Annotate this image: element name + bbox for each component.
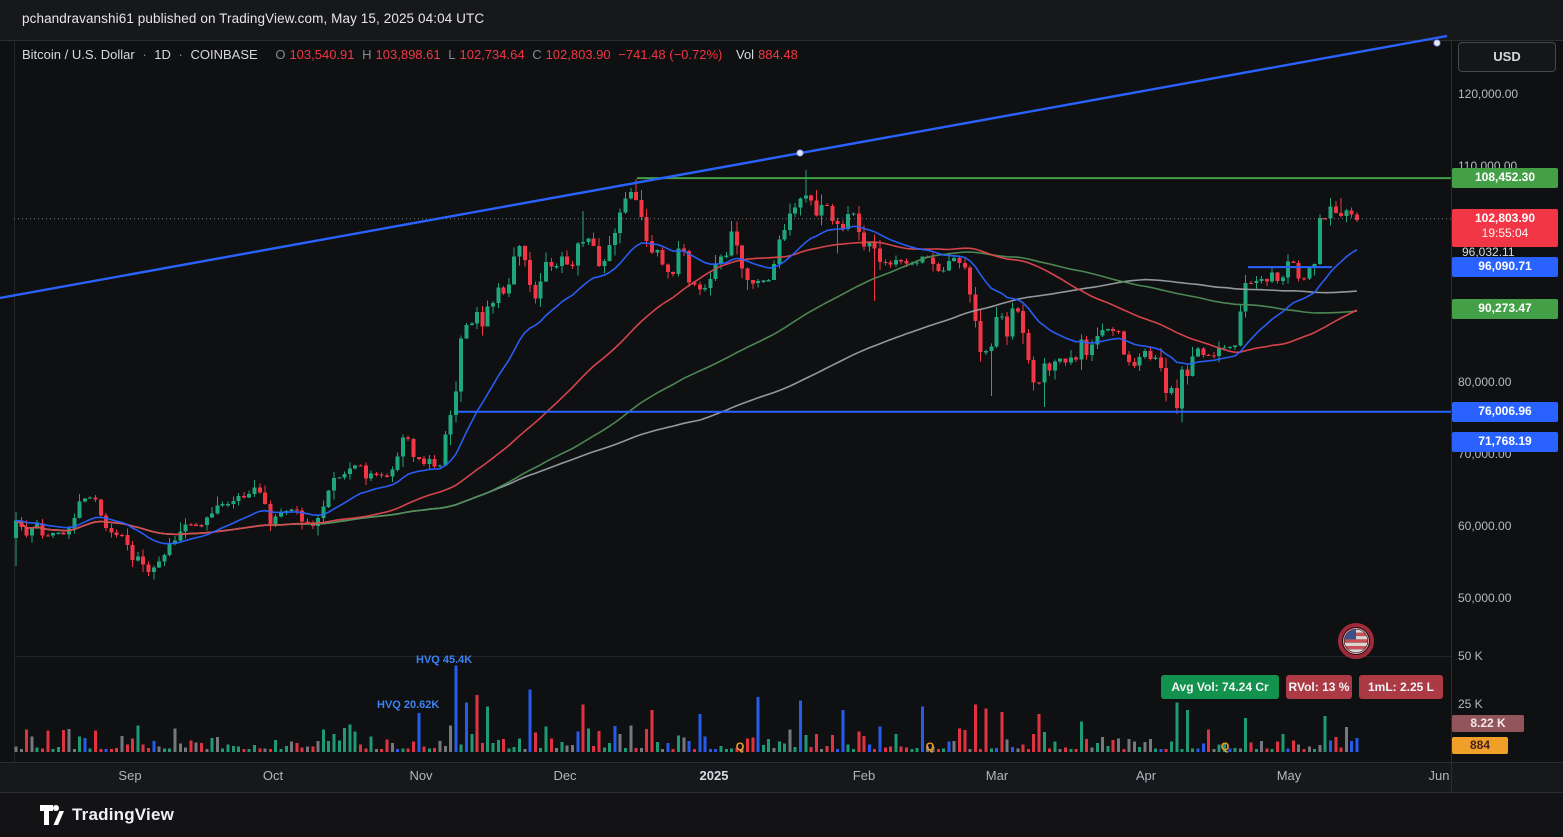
high-label: H xyxy=(362,47,372,62)
volume-bars xyxy=(14,665,1359,752)
time-axis-label[interactable]: Oct xyxy=(262,768,284,783)
exchange-label: COINBASE xyxy=(190,47,258,62)
quarter-marker: Q xyxy=(1221,741,1230,753)
ma-line-sma-90[interactable] xyxy=(15,251,1358,536)
quarter-marker: Q xyxy=(736,741,745,753)
tradingview-brand-text: TradingView xyxy=(72,805,175,824)
chart-pane-background xyxy=(0,40,1563,762)
time-axis-label[interactable]: 2025 xyxy=(699,768,729,783)
currency-usd-button[interactable]: USD xyxy=(1458,42,1556,72)
ma-line-sma-50[interactable] xyxy=(15,241,1358,536)
open-label: O xyxy=(275,47,286,62)
candlesticks xyxy=(14,169,1359,580)
change-value: −741.48 (−0.72%) xyxy=(618,47,723,62)
low-label: L xyxy=(448,47,456,62)
tradingview-logo-icon xyxy=(40,805,64,825)
footer-bar xyxy=(0,792,1563,837)
time-axis-label[interactable]: Jun xyxy=(1428,768,1450,783)
symbol-title[interactable]: Bitcoin / U.S. Dollar xyxy=(22,47,135,62)
close-label: C xyxy=(532,47,542,62)
legend-separator: · xyxy=(142,47,147,62)
volume-value: 884.48 xyxy=(758,47,798,62)
publish-text: pchandravanshi61 published on TradingVie… xyxy=(22,11,485,26)
quarter-marker: Q xyxy=(926,741,935,753)
tradingview-logo[interactable]: TradingView xyxy=(40,805,174,825)
trendline[interactable] xyxy=(0,34,1448,300)
time-axis-label[interactable]: May xyxy=(1276,768,1302,783)
low-value: 102,734.64 xyxy=(459,47,525,62)
legend-separator: · xyxy=(178,47,183,62)
trendline-anchor[interactable] xyxy=(796,149,804,157)
us-flag-marker-icon[interactable] xyxy=(1337,622,1375,660)
close-value: 102,803.90 xyxy=(545,47,611,62)
time-axis-label[interactable]: Sep xyxy=(118,768,142,783)
time-axis-label[interactable]: Mar xyxy=(985,768,1009,783)
volume-label: Vol xyxy=(735,47,755,62)
open-value: 103,540.91 xyxy=(289,47,355,62)
publish-topbar: pchandravanshi61 published on TradingVie… xyxy=(0,0,1563,40)
ma-line-fast-ema-20[interactable] xyxy=(15,225,1358,545)
trendline-anchor[interactable] xyxy=(1433,39,1441,47)
time-axis[interactable] xyxy=(0,762,1563,792)
time-axis-label[interactable]: Dec xyxy=(553,768,577,783)
ma-line-sma-130[interactable] xyxy=(15,278,1358,536)
time-axis-label[interactable]: Nov xyxy=(409,768,433,783)
interval-label[interactable]: 1D xyxy=(154,47,171,62)
time-axis-label[interactable]: Apr xyxy=(1135,768,1157,783)
time-axis-label[interactable]: Feb xyxy=(852,768,876,783)
high-value: 103,898.61 xyxy=(375,47,441,62)
